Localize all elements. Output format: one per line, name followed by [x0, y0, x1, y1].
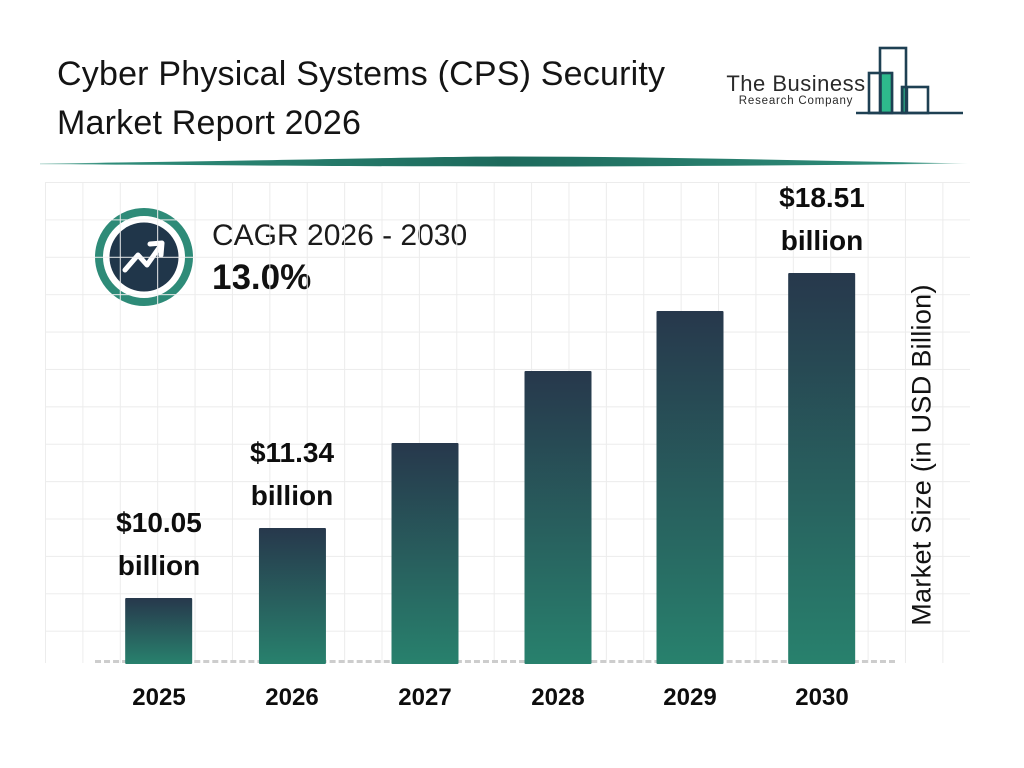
bar-2028 [524, 371, 592, 664]
company-logo: The Business Research Company [726, 36, 976, 122]
x-axis-label-2029: 2029 [663, 684, 717, 711]
x-axis-label-2028: 2028 [531, 684, 585, 711]
company-name: The Business [726, 71, 866, 96]
chart-baseline [95, 660, 895, 663]
page-title-line1: Cyber Physical Systems (CPS) Security [57, 55, 666, 93]
x-axis-label-2025: 2025 [132, 684, 186, 711]
company-logo-text: The Business Research Company [726, 72, 866, 108]
bar-value-label-2026: $11.34 billion [249, 437, 335, 511]
company-subname: Research Company [738, 95, 854, 107]
bar-group-2029: 2029 [656, 311, 724, 711]
logo-bars-icon [856, 46, 963, 115]
bar-group-2025: $10.05 billion 2025 [116, 501, 202, 711]
y-axis-label: Market Size (in USD Billion) [906, 284, 937, 626]
bar-2027 [391, 443, 459, 664]
bar-2029 [656, 311, 724, 664]
bar-group-2028: 2028 [524, 371, 592, 711]
bar-value-label-2030: $18.51 billion [779, 182, 865, 256]
page-title: Cyber Physical Systems (CPS) Security Ma… [57, 50, 717, 148]
bar-value-label-2025: $10.05 billion [116, 507, 202, 581]
x-axis-label-2026: 2026 [265, 684, 319, 711]
x-axis-label-2030: 2030 [795, 684, 849, 711]
page-title-line2: Market Report 2026 [57, 104, 362, 142]
bar-group-2027: 2027 [391, 443, 459, 711]
x-axis-label-2027: 2027 [398, 684, 452, 711]
bar-2025 [125, 598, 193, 664]
bar-group-2026: $11.34 billion 2026 [249, 431, 335, 711]
bar-2030 [788, 273, 856, 664]
bar-2026 [258, 528, 326, 664]
bar-group-2030: $18.51 billion 2030 [779, 176, 865, 711]
divider-line [40, 156, 968, 167]
